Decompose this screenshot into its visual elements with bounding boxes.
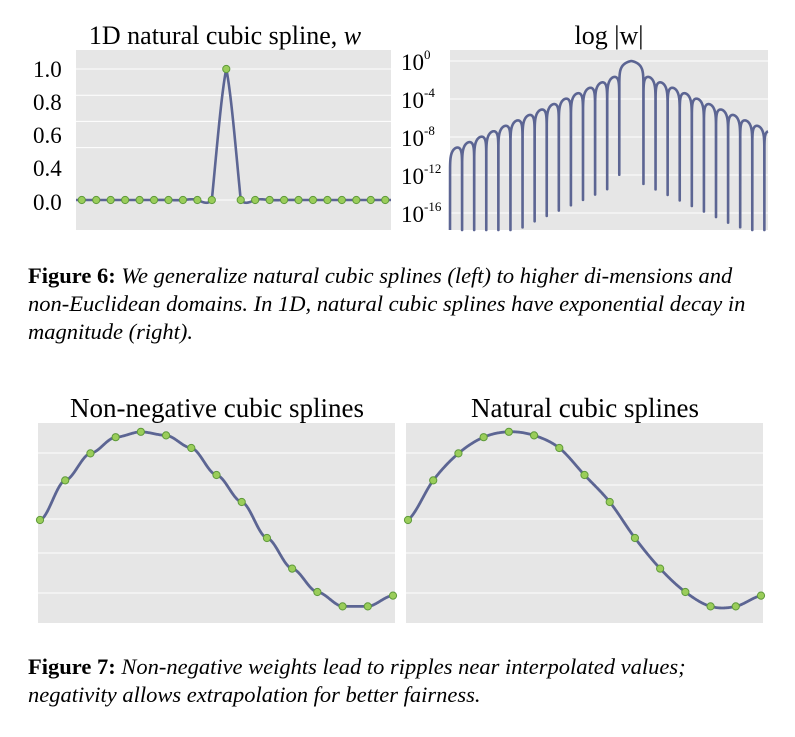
data-point <box>352 195 361 205</box>
fig7-caption: Figure 7: Non-negative weights lead to r… <box>28 653 768 709</box>
data-point <box>92 195 101 205</box>
data-point <box>479 433 488 442</box>
fig6-left-ytick: 0.4 <box>33 156 62 181</box>
data-point <box>605 497 614 507</box>
fig6-right-title-text: log |w| <box>574 21 644 50</box>
data-point <box>363 602 372 611</box>
fig6-left-ytick: 0.8 <box>33 90 62 115</box>
plot-background <box>38 423 395 623</box>
fig6-left-ytick: 0.0 <box>33 190 62 215</box>
fig6-right-ytick-base: 10 <box>401 88 424 113</box>
fig6-right-ytick: 10-12 <box>401 161 442 190</box>
fig6-right-ytick: 10-16 <box>401 199 442 228</box>
data-point <box>756 591 766 600</box>
fig6-left-title: 1D natural cubic spline, w <box>40 21 410 51</box>
data-point <box>403 515 413 525</box>
data-point <box>308 195 318 205</box>
fig6-left-chart <box>74 50 393 230</box>
data-point <box>429 476 438 485</box>
data-point <box>86 449 95 458</box>
data-point <box>388 591 398 600</box>
data-point <box>630 533 640 543</box>
fig6-left-ytick: 1.0 <box>33 57 62 82</box>
data-point <box>706 602 715 611</box>
data-point <box>337 195 346 205</box>
data-point <box>35 515 45 525</box>
fig6-right-ytick-exp: -8 <box>424 123 435 139</box>
data-point <box>178 195 188 205</box>
data-point <box>77 195 86 205</box>
data-point <box>381 195 390 205</box>
data-point <box>288 564 297 573</box>
data-point <box>193 195 202 205</box>
data-point <box>294 195 303 205</box>
fig6-caption-text: We generalize natural cubic splines (lef… <box>28 263 746 344</box>
fig6-right-ytick-base: 10 <box>401 202 424 227</box>
data-point <box>681 587 690 597</box>
data-point <box>656 564 665 573</box>
data-point <box>61 476 70 485</box>
data-point <box>262 533 272 543</box>
plot-background <box>406 423 763 623</box>
fig6-right-ytick: 10-8 <box>401 123 435 152</box>
data-point <box>236 195 245 205</box>
fig6-right-ytick-exp: -4 <box>424 85 435 101</box>
data-point <box>149 195 159 205</box>
fig6-right-ytick-base: 10 <box>401 126 424 151</box>
data-point <box>164 195 173 205</box>
data-point <box>555 443 564 453</box>
data-point <box>106 195 115 205</box>
data-point <box>237 497 246 507</box>
data-point <box>313 587 322 597</box>
data-point <box>111 433 120 442</box>
data-point <box>580 470 589 480</box>
data-point <box>161 431 171 440</box>
data-point <box>136 427 145 436</box>
data-point <box>212 470 221 480</box>
data-point <box>135 195 144 205</box>
fig6-right-ytick-base: 10 <box>401 50 424 75</box>
fig7-right-title: Natural cubic splines <box>471 393 699 423</box>
fig6-left-ytick: 0.6 <box>33 123 62 148</box>
fig6-left-title-text: 1D natural cubic spline, <box>88 21 344 50</box>
fig6-right-chart <box>448 50 770 232</box>
fig7-caption-label: Figure 7: <box>28 654 116 679</box>
fig6-right-ytick-exp: 0 <box>424 47 431 63</box>
data-point <box>529 431 539 440</box>
fig6-right-ytick: 100 <box>401 47 431 76</box>
fig7-caption-text: Non-negative weights lead to ripples nea… <box>28 654 686 707</box>
data-point <box>279 195 289 205</box>
data-point <box>366 195 375 205</box>
data-point <box>338 602 347 611</box>
data-point <box>187 443 196 453</box>
log-magnitude-curve <box>448 59 770 232</box>
data-point <box>251 195 260 205</box>
data-point <box>121 195 130 205</box>
fig6-right-ytick-base: 10 <box>401 164 424 189</box>
data-point <box>265 195 274 205</box>
data-point <box>454 449 463 458</box>
fig6-left-title-var: w <box>343 21 362 50</box>
data-point <box>504 427 513 436</box>
fig7-left-chart <box>35 423 398 623</box>
fig7-right-chart <box>403 423 766 623</box>
fig7-left-title: Non-negative cubic splines <box>70 393 364 423</box>
fig6-right-ytick-exp: -12 <box>424 161 442 177</box>
data-point <box>731 602 740 611</box>
fig6-caption-label: Figure 6: <box>28 263 116 288</box>
data-point <box>222 64 231 74</box>
fig6-right-ytick-exp: -16 <box>424 199 442 215</box>
data-point <box>207 195 216 205</box>
fig6-right-ytick: 10-4 <box>401 85 435 114</box>
fig6-caption: Figure 6: We generalize natural cubic sp… <box>28 262 768 346</box>
fig6-right-title: log |w| <box>450 21 768 51</box>
data-point <box>323 195 332 205</box>
